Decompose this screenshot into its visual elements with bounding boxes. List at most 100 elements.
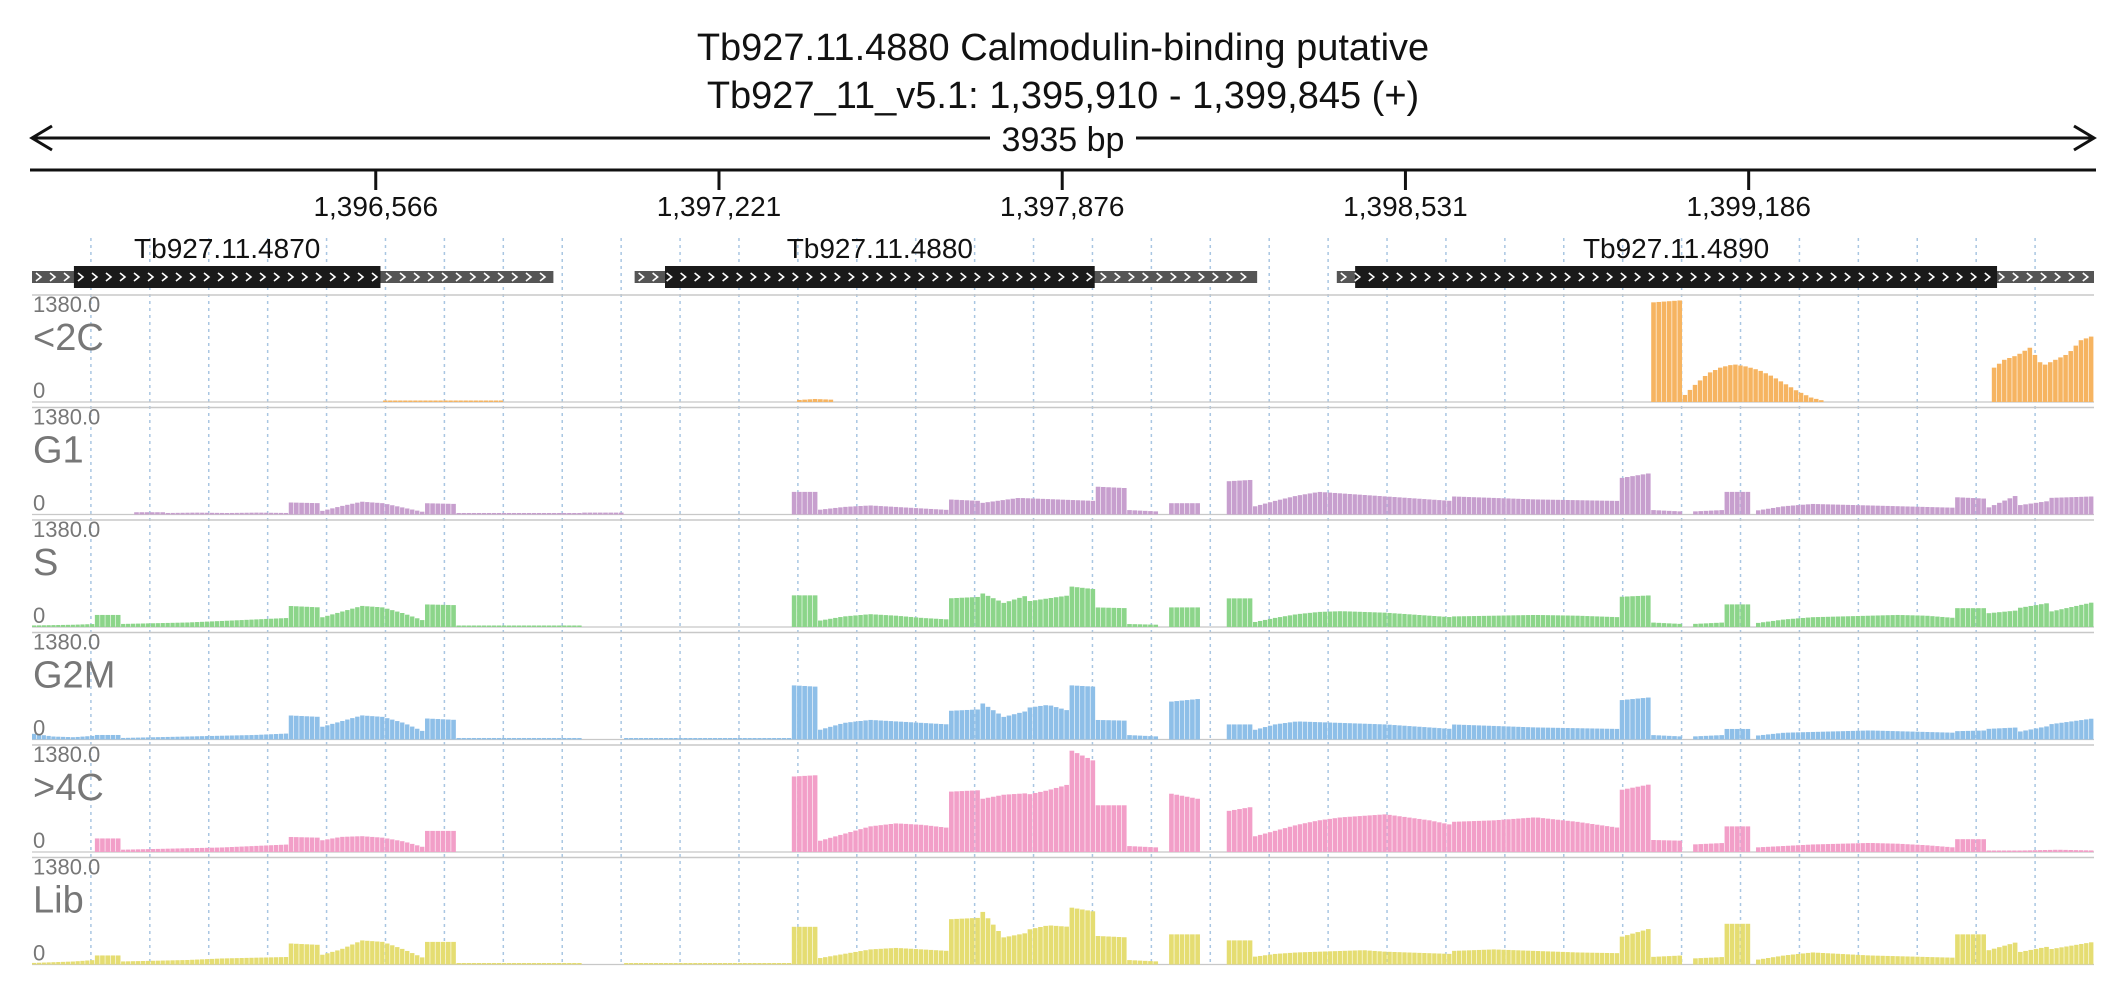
coverage-bar [2084,603,2089,627]
coverage-bar [1808,397,1814,402]
coverage-bar [521,962,527,965]
coverage-bar [1307,493,1313,515]
y-max-label: 1380.0 [33,405,100,430]
coverage-segment [1095,935,1127,965]
coverage-segment [1169,934,1200,965]
coverage-bar [1427,727,1432,740]
coverage-bar [244,512,249,515]
coverage-bar [2074,720,2079,740]
coverage-bar [1997,728,2002,740]
coverage-bar [1242,598,1248,627]
coverage-bar [1317,722,1323,740]
coverage-bar [1775,733,1781,740]
coverage-bar [791,776,797,852]
coverage-bar [1810,617,1816,627]
coverage-bar [1262,727,1268,740]
coverage-segment [1724,826,1751,852]
coverage-bar [1981,608,1986,627]
coverage-bar [476,625,482,627]
coverage-bar [1226,810,1232,852]
coverage-bar [1729,923,1735,965]
coverage-bar [903,721,909,740]
coverage-bar [1708,510,1714,515]
coverage-bar [85,960,90,965]
coverage-bar [1645,595,1651,627]
coverage-bar [1043,925,1048,965]
coverage-bar [1481,949,1487,965]
coverage-bar [1317,951,1323,965]
coverage-bar [1491,949,1496,965]
coverage-bar [985,595,991,627]
coverage-bar [294,943,299,965]
coverage-bar [1630,476,1635,515]
coverage-bar [1714,735,1719,740]
coverage-bar [797,776,802,852]
coverage-bar [1287,826,1293,852]
coverage-bar [903,616,909,627]
coverage-bar [435,830,441,852]
coverage-bar [1635,786,1641,852]
coverage-bar [273,957,279,965]
coverage-bar [1516,615,1521,627]
coverage-bar [1461,821,1467,852]
coverage-bar [1724,923,1730,965]
coverage-bar [1257,504,1263,515]
coverage-bar [868,719,873,740]
coverage-bar [1640,698,1646,740]
coverage-bar [1692,384,1698,402]
coverage-bar [683,963,688,965]
coverage-bar [1645,784,1651,852]
coverage-segment [1693,957,1724,965]
coverage-bar [802,926,807,965]
coverage-bar [383,400,388,402]
coverage-bar [2033,728,2039,740]
coverage-bar [254,845,259,852]
coverage-bar [170,848,175,852]
coverage-bar [204,621,210,627]
coverage-bar [678,738,683,740]
coverage-bar [526,962,532,965]
coverage-bar [928,723,934,740]
coverage-segment [791,926,818,965]
coverage-bar [283,733,289,740]
coverage-bar [1169,503,1174,515]
coverage-bar [1590,728,1595,740]
coverage-bar [155,960,160,965]
coverage-bar [1169,934,1174,965]
coverage-bar [1965,839,1971,852]
coverage-bar [1006,936,1012,965]
coverage-bar [541,737,547,740]
coverage-bar [1367,612,1372,627]
coverage-bar [949,710,954,740]
coverage-bar [1501,498,1506,515]
coverage-segment [1756,614,1955,627]
coverage-segment [1452,817,1620,852]
coverage-bar [1506,819,1511,852]
coverage-bar [325,839,330,852]
coordinate-tick-label: 1,399,186 [1686,191,1811,222]
coverage-bar [451,503,456,515]
coverage-bar [1666,510,1672,515]
coverage-bar [2012,942,2018,965]
coverage-bar [577,962,582,965]
coverage-bar [791,595,797,627]
coverage-bar [1511,615,1516,627]
coverage-bar [1677,840,1683,852]
coverage-segment [320,605,425,627]
coverage-bar [1006,601,1012,627]
coverage-bar [812,686,818,740]
coverage-bar [1540,615,1546,627]
coverage-bar [2069,721,2074,740]
coverage-bar [1064,710,1069,740]
coverage-bar [269,845,274,852]
coverage-bar [1981,730,1986,740]
coverage-segment [456,737,582,740]
coverage-bar [1565,952,1570,965]
coverage-bar [516,962,522,965]
coverage-segment [134,512,166,515]
coverage-bar [1945,846,1950,852]
coverage-bar [1976,730,1981,740]
coverage-bar [1580,822,1585,852]
coverage-bar [105,734,111,740]
coverage-bar [1272,617,1278,627]
